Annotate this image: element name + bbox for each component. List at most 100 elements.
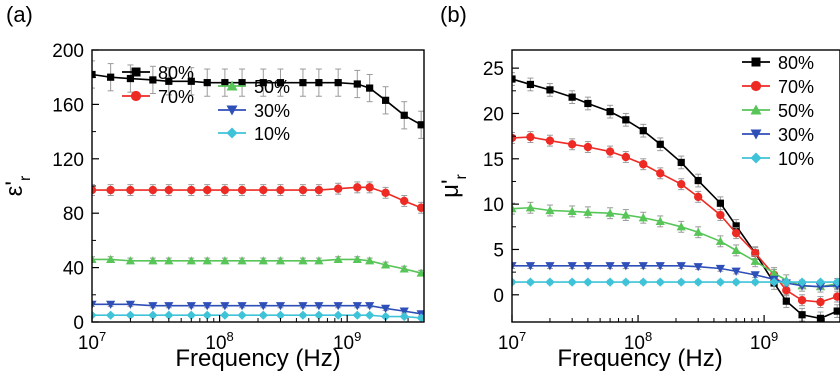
legend-marker xyxy=(750,152,762,164)
data-point xyxy=(334,79,342,87)
legend-item: 10% xyxy=(218,124,290,144)
y-tick-label: 80 xyxy=(63,204,84,225)
data-point xyxy=(798,311,806,319)
legend-item: 30% xyxy=(742,125,814,145)
data-point xyxy=(639,160,648,169)
data-point xyxy=(126,74,135,83)
y-tick-label: 0 xyxy=(73,313,84,334)
data-point xyxy=(693,277,703,287)
data-point xyxy=(164,256,174,265)
legend: 80% 70% 50% 30% 10% xyxy=(122,63,290,144)
data-point xyxy=(693,227,703,236)
data-point xyxy=(220,310,230,320)
data-point xyxy=(333,310,343,320)
data-point xyxy=(621,262,631,271)
data-point xyxy=(352,302,362,311)
x-tick-label: 108 xyxy=(205,329,233,354)
data-point xyxy=(782,286,791,295)
data-point xyxy=(107,73,115,81)
legend: 80% 70% 50% 30% 10% xyxy=(742,53,814,169)
data-point xyxy=(583,262,593,271)
legend-marker xyxy=(751,57,761,67)
data-point xyxy=(381,188,390,197)
data-point xyxy=(237,302,247,311)
series-80pct xyxy=(512,72,840,322)
data-point xyxy=(815,283,826,292)
data-point xyxy=(164,302,174,311)
data-point xyxy=(353,183,362,192)
data-point xyxy=(583,207,593,216)
data-point xyxy=(365,256,375,265)
data-point xyxy=(816,297,825,307)
data-point xyxy=(275,256,286,265)
data-point xyxy=(202,256,212,265)
data-point xyxy=(676,277,686,287)
data-point xyxy=(106,300,116,309)
data-point xyxy=(417,121,424,129)
data-point xyxy=(567,277,577,287)
data-point xyxy=(525,203,536,212)
data-point xyxy=(545,136,555,145)
data-point xyxy=(416,203,424,212)
data-point xyxy=(731,277,741,287)
legend-marker xyxy=(226,127,238,139)
data-point xyxy=(716,199,724,207)
data-point xyxy=(275,302,286,311)
data-point xyxy=(715,236,725,245)
data-point xyxy=(750,277,760,287)
data-point xyxy=(202,310,212,320)
data-point xyxy=(416,313,424,322)
legend-marker xyxy=(750,129,762,140)
data-point xyxy=(352,310,362,320)
data-point xyxy=(365,310,375,320)
data-point xyxy=(352,254,362,264)
legend-marker xyxy=(226,105,238,116)
data-point xyxy=(148,302,158,311)
data-point xyxy=(605,277,615,287)
data-point xyxy=(314,256,324,265)
legend-item: 70% xyxy=(742,77,814,97)
data-point xyxy=(380,311,391,322)
data-point xyxy=(220,302,230,311)
data-point xyxy=(526,80,535,89)
data-point xyxy=(186,310,196,320)
data-point xyxy=(751,248,760,258)
legend-marker xyxy=(226,80,238,91)
data-point xyxy=(782,297,790,305)
series-10pct xyxy=(512,277,840,287)
data-point xyxy=(656,169,665,178)
data-point xyxy=(583,142,593,152)
data-point xyxy=(545,277,555,287)
data-point xyxy=(164,310,174,320)
data-point xyxy=(526,132,535,142)
data-point xyxy=(186,256,196,265)
data-point xyxy=(816,314,825,322)
y-tick-label: 200 xyxy=(52,41,84,62)
data-point xyxy=(220,185,230,195)
data-point xyxy=(676,262,686,271)
data-point xyxy=(366,84,374,92)
legend-label: 10% xyxy=(778,149,814,169)
data-point xyxy=(605,147,615,156)
data-point xyxy=(314,310,324,320)
data-point xyxy=(638,213,648,222)
y-axis-label: μ'r xyxy=(437,173,470,197)
data-point xyxy=(621,277,631,287)
data-point xyxy=(638,262,648,271)
data-point xyxy=(676,222,686,231)
data-point xyxy=(606,108,614,116)
data-point xyxy=(92,300,97,309)
legend-label: 10% xyxy=(254,124,290,144)
legend-item: 10% xyxy=(742,149,814,169)
data-point xyxy=(298,185,308,195)
series-70pct xyxy=(92,181,424,214)
data-point xyxy=(298,310,308,320)
data-point xyxy=(400,196,409,206)
data-point xyxy=(203,79,211,87)
data-point xyxy=(299,79,307,87)
legend-label: 70% xyxy=(158,87,194,107)
data-point xyxy=(237,185,247,195)
data-point xyxy=(237,256,247,265)
data-point xyxy=(655,262,665,271)
data-point xyxy=(512,75,516,83)
